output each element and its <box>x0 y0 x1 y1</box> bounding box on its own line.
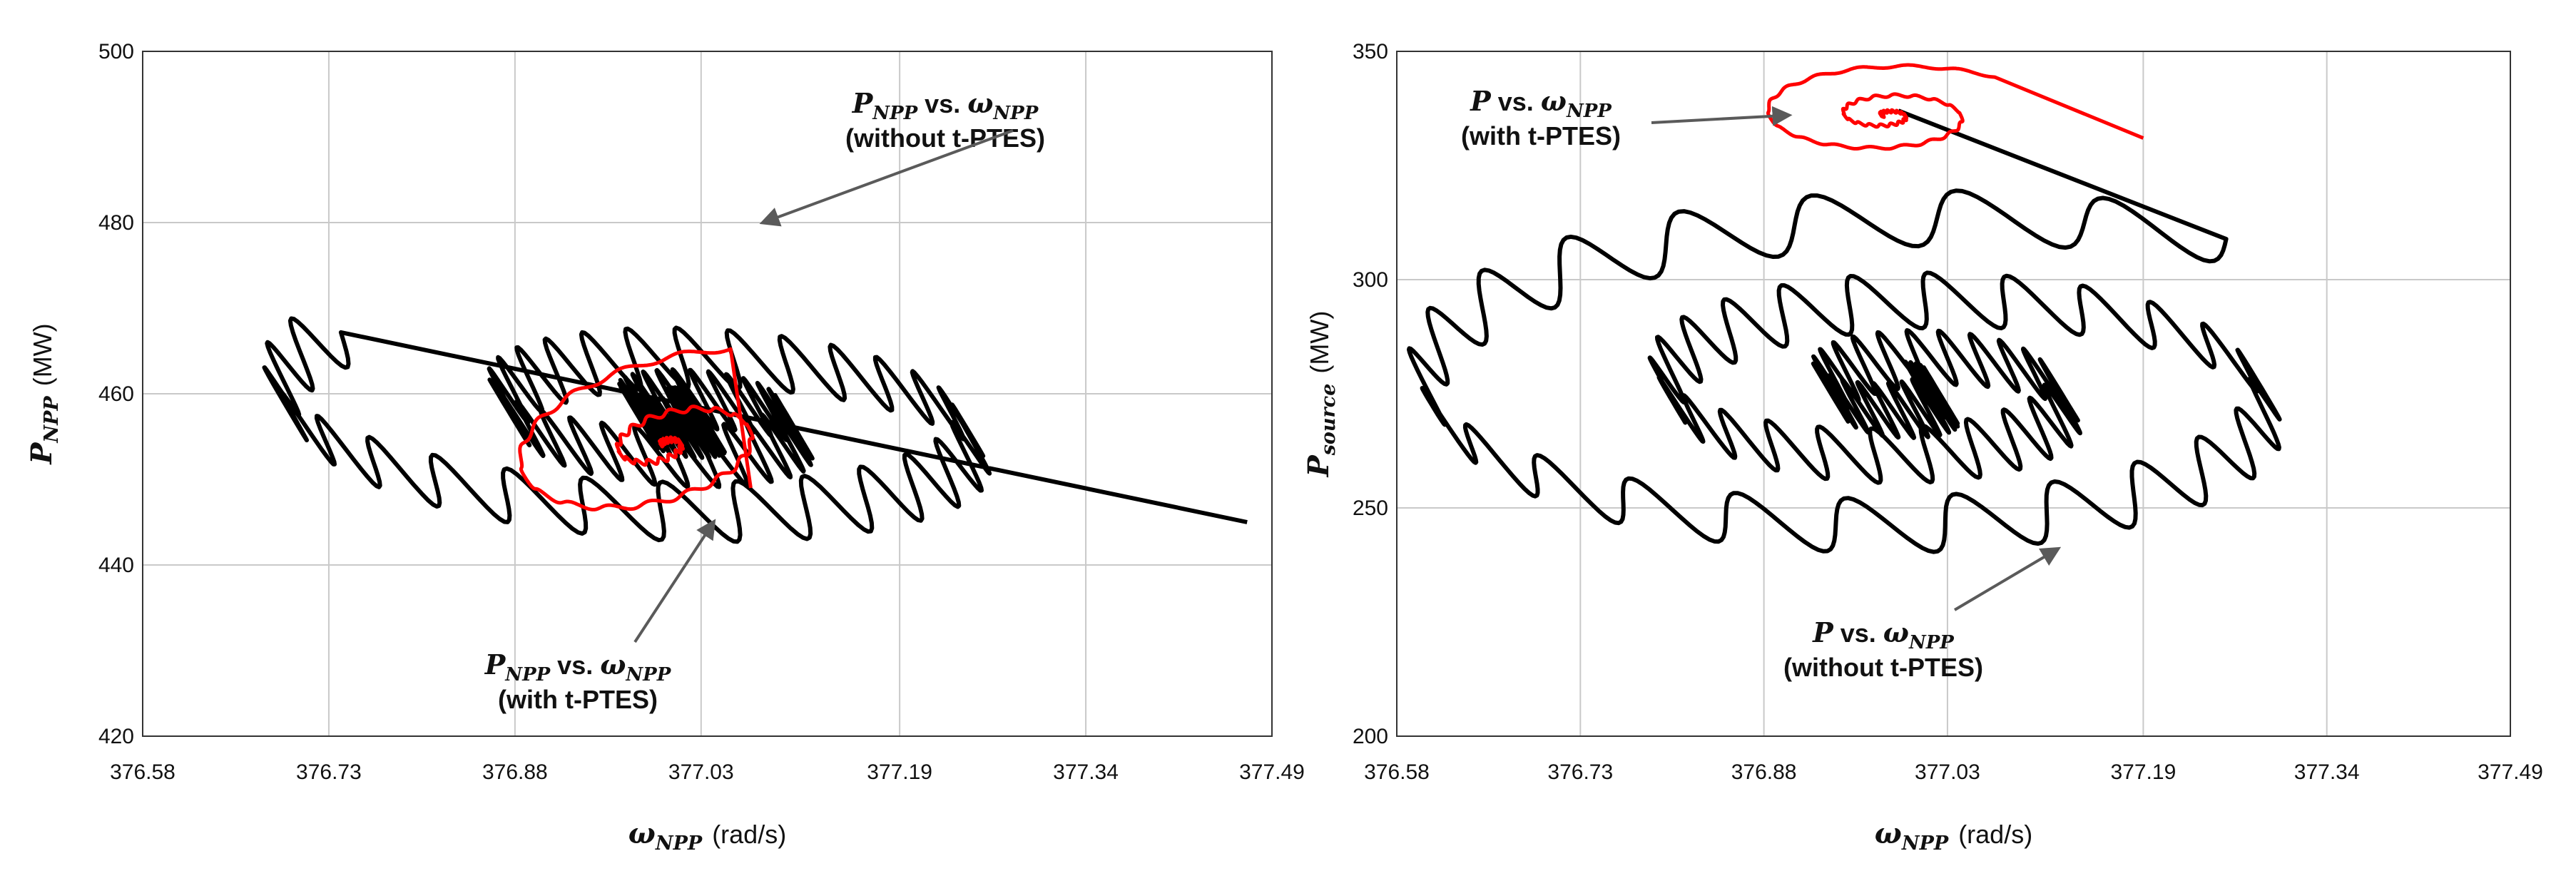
y-tick-label: 200 <box>1353 725 1388 748</box>
series-group <box>262 316 1248 544</box>
x-axis-symbol: ω <box>1875 817 1902 850</box>
chart-panel-2: 376.58 376.73 376.88 377.03 377.19 377.34 377.… <box>1302 40 2543 855</box>
x-tick-label: 377.34 <box>2294 760 2360 784</box>
annotation-note: (without t-PTES) <box>1783 653 1983 682</box>
y-axis-unit: (MW) <box>1305 311 1334 374</box>
x-tick-label: 376.88 <box>482 760 548 784</box>
y-axis-label: PNPP (MW) <box>25 323 63 464</box>
y-tick-label: 250 <box>1353 496 1388 520</box>
plot-frame <box>1396 51 2511 737</box>
x-tick-label: 377.49 <box>1239 760 1305 784</box>
annotation-arrow <box>633 519 716 643</box>
x-axis-symbol: ω <box>628 817 656 850</box>
x-tick-label: 376.73 <box>296 760 362 784</box>
annotation-connector: vs. <box>557 651 593 680</box>
annotation-connector: vs. <box>1841 618 1876 648</box>
y-axis-text: PNPP (MW) <box>25 323 63 464</box>
annotation-subscript: NPP <box>872 103 918 124</box>
annotation-arrow <box>1651 106 1793 126</box>
y-tick-label: 420 <box>98 725 134 748</box>
y-axis-subscript: source <box>1318 384 1340 457</box>
annotation-symbol: P <box>852 87 874 119</box>
red-series-trajectory <box>518 347 755 511</box>
plot-frame <box>142 51 1273 737</box>
black-series-trajectory <box>1407 108 2282 554</box>
x-tick-label: 377.03 <box>1915 760 1980 784</box>
annotation-symbol-2: ω <box>1883 616 1909 648</box>
y-tick-label: 460 <box>98 382 134 406</box>
x-axis-subscript: NPP <box>1901 832 1949 855</box>
annotation-1: PNPP vs. ωNPP(without t-PTES) <box>759 87 1045 227</box>
plot-area <box>1397 51 2510 736</box>
y-axis-symbol: P <box>25 442 58 465</box>
annotation-arrow <box>759 129 1014 227</box>
x-tick-label: 376.58 <box>110 760 175 784</box>
annotation-note: (with t-PTES) <box>498 685 658 714</box>
annotation-note: (without t-PTES) <box>845 123 1045 153</box>
y-tick-label: 500 <box>98 40 134 63</box>
annotation-symbol: P <box>1812 616 1834 648</box>
annotation-symbol: P <box>484 648 506 681</box>
x-tick-label: 377.19 <box>867 760 932 784</box>
black-series-trajectory <box>262 316 1248 544</box>
annotation-subscript-2: NPP <box>1908 632 1955 653</box>
y-axis-symbol: P <box>1302 454 1335 477</box>
x-tick-label: 377.19 <box>2111 760 2177 784</box>
y-tick-label: 300 <box>1353 268 1388 292</box>
y-axis-text: Psource (MW) <box>1302 311 1340 478</box>
annotation-subscript: NPP <box>504 664 551 686</box>
annotation-subscript-2: NPP <box>1566 101 1612 122</box>
y-axis-subscript: NPP <box>41 396 63 444</box>
x-tick-label: 377.34 <box>1053 760 1119 784</box>
annotation-symbol-2: ω <box>967 87 993 119</box>
annotation-note: (with t-PTES) <box>1461 121 1621 151</box>
chart-panel-1: 376.58 376.73 376.88 377.03 377.19 377.34 377.… <box>25 40 1305 855</box>
annotation-symbol-2: ω <box>600 648 626 681</box>
y-tick-label: 350 <box>1353 40 1388 63</box>
y-axis-unit: (MW) <box>28 323 57 386</box>
x-tick-label: 377.03 <box>668 760 734 784</box>
annotation-subscript-2: NPP <box>992 103 1039 124</box>
y-tick-label: 440 <box>98 554 134 577</box>
annotation-subscript-2: NPP <box>625 664 671 686</box>
annotation-2: PNPP vs. ωNPP(with t-PTES) <box>484 519 716 714</box>
x-axis-label: ωNPP (rad/s) <box>628 817 786 855</box>
annotation-connector: vs. <box>925 89 960 118</box>
x-axis-unit: (rad/s) <box>712 820 786 849</box>
y-axis-label: Psource (MW) <box>1302 311 1340 478</box>
y-tick-label: 480 <box>98 211 134 235</box>
annotation-connector: vs. <box>1498 87 1534 116</box>
x-tick-label: 377.49 <box>2478 760 2543 784</box>
annotation-title: PNPP vs. ωNPP <box>484 648 672 686</box>
annotation-arrow <box>1953 546 2062 611</box>
annotation-symbol: P <box>1470 85 1492 117</box>
x-tick-label: 376.88 <box>1731 760 1797 784</box>
annotation-title: PNPP vs. ωNPP <box>852 87 1039 124</box>
x-axis-label: ωNPP (rad/s) <box>1875 817 2032 855</box>
x-axis-unit: (rad/s) <box>1958 820 2032 849</box>
x-tick-label: 376.73 <box>1547 760 1613 784</box>
x-axis-subscript: NPP <box>655 832 703 855</box>
annotation-symbol-2: ω <box>1541 85 1567 117</box>
x-tick-label: 376.58 <box>1364 760 1430 784</box>
